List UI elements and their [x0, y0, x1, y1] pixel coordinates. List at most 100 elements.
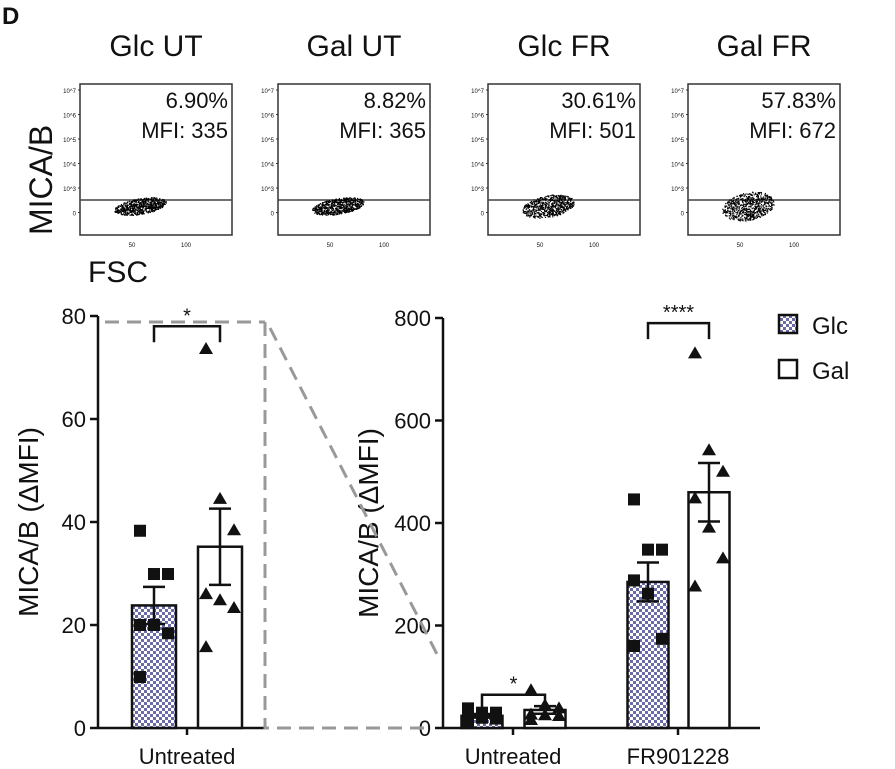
flow-event	[333, 205, 335, 207]
flow-event	[323, 206, 325, 208]
flow-ytick: 0	[681, 212, 685, 218]
flow-event	[733, 217, 735, 219]
flow-event	[734, 208, 736, 210]
flow-event	[530, 205, 532, 207]
flow-event	[753, 197, 755, 200]
flow-event	[331, 213, 333, 215]
flow-event	[751, 215, 753, 218]
flow-event	[118, 209, 120, 211]
flow-event	[348, 210, 350, 212]
flow-event	[160, 206, 162, 208]
flow-event	[561, 199, 563, 202]
flow-event	[751, 191, 754, 193]
flow-event	[770, 205, 772, 208]
flow-event	[736, 202, 738, 204]
data-point-square	[462, 716, 474, 729]
flow-event	[560, 209, 562, 211]
flow-event	[314, 206, 316, 208]
flow-event	[154, 198, 157, 200]
flow-event	[153, 201, 155, 203]
flow-event	[152, 204, 154, 207]
flow-event	[748, 195, 750, 198]
data-point-triangle	[688, 491, 702, 504]
flow-event	[348, 207, 350, 209]
flow-event	[355, 199, 357, 201]
flow-event	[147, 206, 149, 208]
flow-event	[126, 213, 128, 215]
flow-event	[142, 211, 144, 213]
flow-event	[755, 208, 757, 210]
flow-event	[157, 201, 160, 204]
flow-event	[157, 204, 159, 206]
flow-event	[345, 200, 348, 202]
flow-event	[325, 203, 327, 205]
flow-event	[742, 215, 744, 217]
flow-event	[750, 203, 752, 205]
flow-event	[742, 218, 744, 220]
flow-event	[750, 194, 752, 196]
data-point-triangle	[552, 701, 566, 714]
flow-event	[766, 202, 768, 204]
flow-event	[331, 199, 333, 201]
flow-event	[141, 201, 144, 203]
flow-event	[745, 203, 747, 205]
flow-event	[316, 213, 319, 215]
data-point-square	[134, 524, 146, 537]
flow-event	[766, 194, 768, 197]
flow-event	[524, 205, 526, 208]
flow-event	[760, 212, 762, 214]
flow-event	[732, 218, 734, 220]
flow-event	[539, 215, 541, 217]
flow-event	[323, 209, 325, 212]
flow-event	[742, 194, 744, 196]
flow-event	[143, 198, 145, 200]
flow-event	[325, 201, 328, 203]
flow-event	[154, 206, 156, 208]
flow-event	[335, 208, 337, 211]
flow-event	[135, 204, 137, 206]
flow-event	[129, 208, 131, 210]
flow-event	[350, 203, 352, 205]
flow-event	[132, 200, 134, 202]
flow-event	[570, 207, 572, 209]
flow-event	[563, 209, 565, 212]
flow-event	[560, 206, 563, 208]
flow-event	[771, 198, 773, 200]
flow-event	[351, 203, 353, 205]
flow-event	[148, 204, 150, 206]
flow-event	[731, 210, 733, 212]
flow-event	[548, 212, 551, 214]
flow-event	[121, 209, 123, 211]
flow-event	[143, 213, 145, 215]
flow-event	[332, 202, 334, 204]
flow-event	[548, 207, 550, 209]
flow-event	[553, 199, 555, 202]
flow-event	[753, 215, 755, 218]
flow-event	[534, 204, 537, 206]
flow-event	[361, 203, 363, 205]
flow-event	[132, 210, 134, 213]
flow-event	[557, 206, 559, 208]
flow-event	[763, 196, 765, 198]
flow-event	[744, 205, 746, 208]
flow-event	[323, 213, 325, 215]
flow-event	[722, 212, 724, 214]
flow-event	[131, 204, 133, 206]
flow-event	[733, 206, 735, 209]
flow-event	[115, 211, 117, 213]
flow-event	[752, 201, 754, 204]
flow-event	[758, 209, 760, 212]
flow-event	[749, 213, 751, 216]
flow-event	[556, 203, 558, 205]
flow-event	[544, 206, 547, 208]
flow-event	[346, 208, 348, 210]
flow-event	[760, 191, 763, 194]
flow-event	[352, 201, 354, 203]
flow-event	[150, 197, 153, 199]
flow-ylabel: MICA/B	[23, 125, 59, 235]
flow-event	[316, 208, 318, 210]
flow-event	[352, 207, 355, 209]
flow-event	[749, 209, 751, 211]
flow-event	[725, 212, 727, 214]
flow-event	[315, 207, 317, 209]
